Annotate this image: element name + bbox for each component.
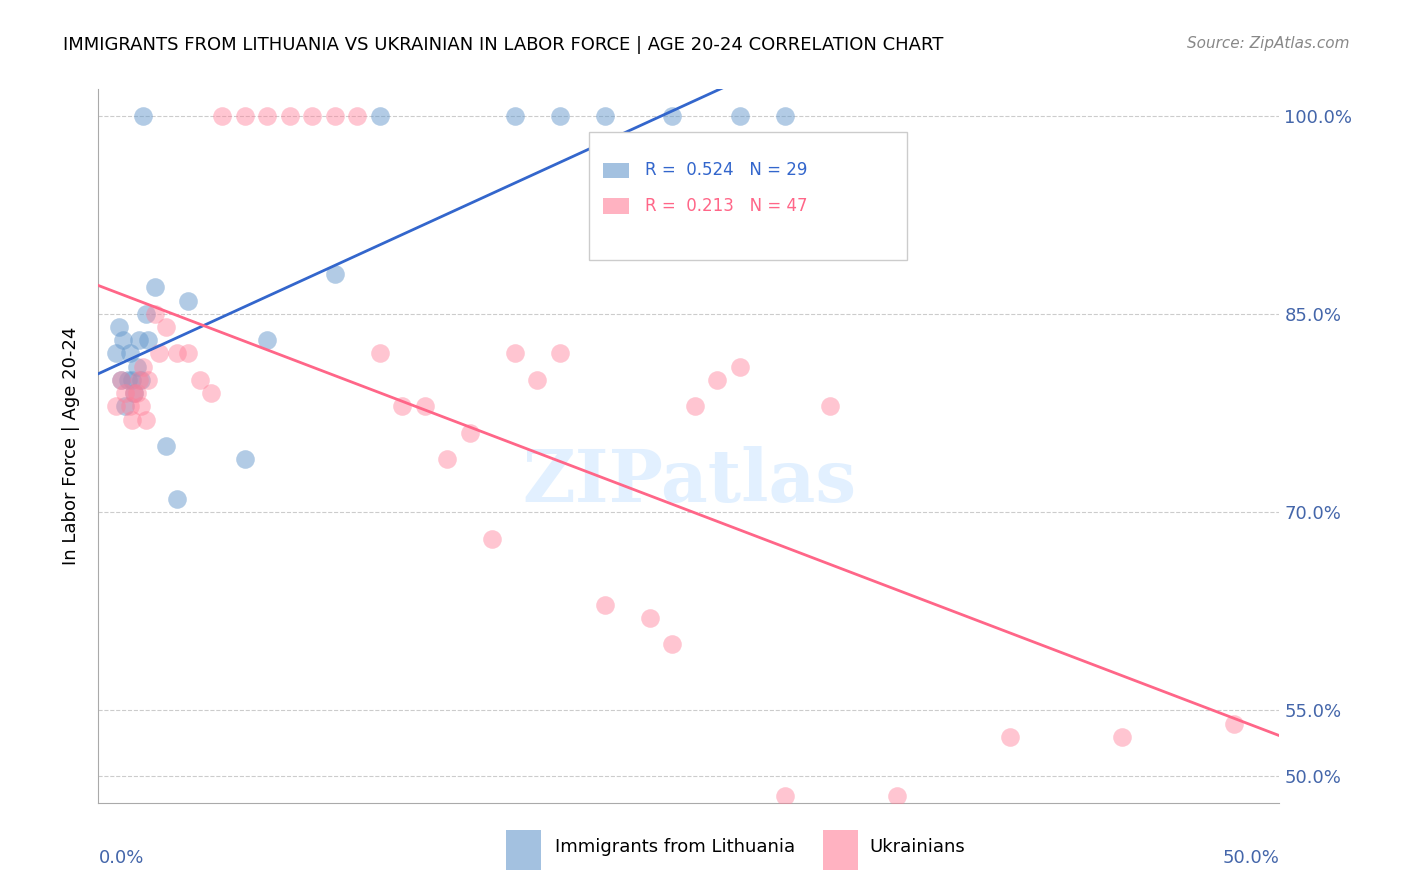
Point (233, 109, 256, 123)
Point (323, 267, 346, 281)
Point (128, 373, 150, 387)
Point (773, 789, 796, 804)
Point (278, 109, 301, 123)
Point (548, 346, 571, 360)
Point (188, 373, 211, 387)
Point (256, 333, 278, 347)
Point (121, 373, 143, 387)
Point (773, 109, 796, 123)
Point (136, 333, 159, 347)
Point (129, 373, 152, 387)
FancyBboxPatch shape (823, 830, 858, 870)
Point (121, 412, 143, 426)
Point (1111, 730, 1133, 744)
Point (129, 400, 152, 414)
Point (436, 452, 458, 467)
Point (166, 491, 188, 506)
Point (638, 611, 661, 625)
Point (114, 400, 136, 414)
Point (155, 439, 177, 453)
Point (136, 373, 159, 387)
Point (526, 373, 548, 387)
Point (118, 346, 141, 360)
Point (481, 532, 503, 546)
Point (105, 400, 128, 414)
Text: R =  0.524   N = 29: R = 0.524 N = 29 (645, 161, 807, 178)
Text: IMMIGRANTS FROM LITHUANIA VS UKRAINIAN IN LABOR FORCE | AGE 20-24 CORRELATION CH: IMMIGRANTS FROM LITHUANIA VS UKRAINIAN I… (63, 36, 943, 54)
Point (368, 346, 391, 360)
FancyBboxPatch shape (603, 162, 628, 178)
Point (503, 109, 526, 123)
Text: Source: ZipAtlas.com: Source: ZipAtlas.com (1187, 36, 1350, 51)
Point (503, 346, 526, 360)
Point (177, 346, 200, 360)
Text: Immigrants from Lithuania: Immigrants from Lithuania (555, 838, 796, 856)
Point (177, 293, 200, 308)
Point (728, 109, 751, 123)
Point (368, 109, 391, 123)
Point (661, 637, 683, 651)
Point (391, 400, 413, 414)
Point (818, 400, 841, 414)
Point (458, 425, 481, 440)
Y-axis label: In Labor Force | Age 20-24: In Labor Force | Age 20-24 (62, 326, 80, 566)
Text: ZIPatlas: ZIPatlas (522, 446, 856, 517)
Point (166, 346, 188, 360)
Point (323, 109, 346, 123)
Point (593, 109, 616, 123)
Point (132, 109, 155, 123)
Point (413, 400, 436, 414)
Point (135, 307, 157, 321)
Point (135, 412, 157, 426)
Point (117, 373, 139, 387)
Point (110, 373, 132, 387)
Point (105, 346, 128, 360)
Point (118, 400, 141, 414)
Point (886, 789, 908, 804)
Text: R =  0.213   N = 47: R = 0.213 N = 47 (645, 196, 807, 214)
Point (107, 320, 129, 334)
Point (1223, 716, 1246, 731)
Point (998, 730, 1021, 744)
Point (548, 109, 571, 123)
Point (128, 333, 150, 347)
Point (211, 109, 233, 123)
Point (125, 386, 148, 401)
Point (124, 386, 146, 401)
Point (301, 109, 323, 123)
Point (200, 386, 222, 401)
Point (114, 386, 136, 401)
Point (661, 109, 683, 123)
Point (256, 109, 278, 123)
Point (593, 598, 616, 612)
Point (728, 359, 751, 374)
FancyBboxPatch shape (506, 830, 541, 870)
Point (110, 373, 132, 387)
Text: Ukrainians: Ukrainians (869, 838, 965, 856)
Point (233, 452, 256, 467)
Point (706, 373, 728, 387)
Point (155, 320, 177, 334)
Point (346, 109, 368, 123)
Point (683, 400, 706, 414)
FancyBboxPatch shape (589, 132, 907, 260)
Point (124, 386, 146, 401)
FancyBboxPatch shape (603, 198, 628, 214)
Point (132, 359, 155, 374)
Point (125, 359, 148, 374)
Text: 0.0%: 0.0% (98, 849, 143, 867)
Point (143, 280, 166, 294)
Point (143, 307, 166, 321)
Point (148, 346, 170, 360)
Text: 50.0%: 50.0% (1223, 849, 1279, 867)
Point (112, 333, 135, 347)
